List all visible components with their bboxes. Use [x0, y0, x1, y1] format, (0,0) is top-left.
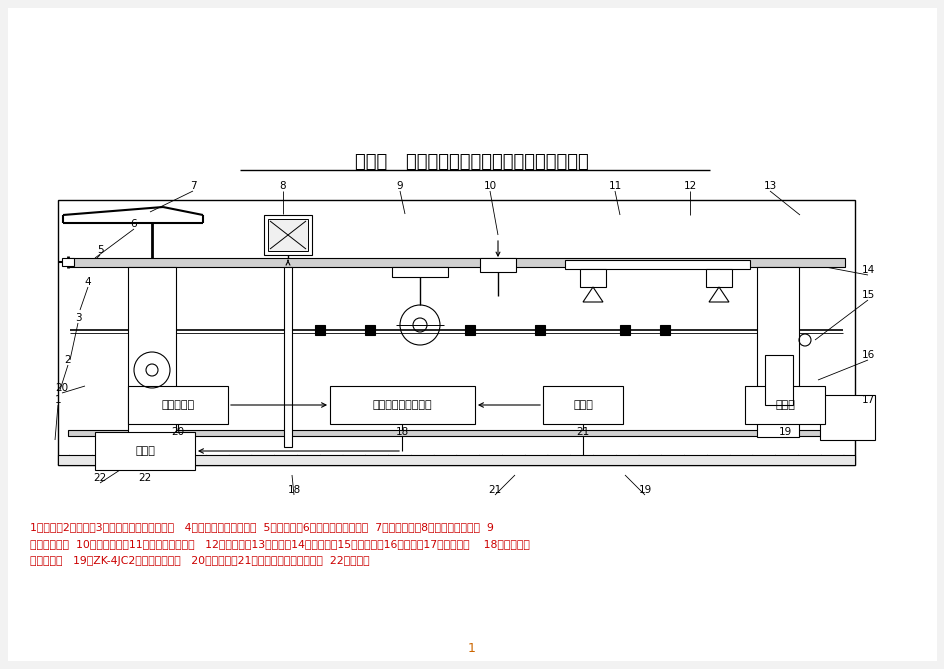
Text: 19: 19: [778, 427, 791, 437]
Text: 1: 1: [55, 395, 61, 405]
Bar: [565, 260, 750, 269]
Bar: [314, 325, 325, 335]
Bar: [58, 455, 854, 465]
Bar: [819, 395, 874, 440]
Bar: [580, 269, 605, 287]
Bar: [534, 325, 545, 335]
Text: －电机压板；  10－偏心电机；11－加速度传感器；   12－简支梁；13－活锻；14－悬臂梁；15－圆支柱；16－质量；17－调压器；    18－电动式数: －电机压板； 10－偏心电机；11－加速度传感器； 12－简支梁；13－活锻；1…: [30, 539, 530, 549]
Text: 打印机: 打印机: [135, 446, 155, 456]
Text: 18: 18: [287, 485, 300, 495]
Text: 20: 20: [171, 427, 184, 437]
Text: 21: 21: [488, 485, 501, 495]
Text: 5: 5: [96, 245, 103, 255]
Bar: [705, 269, 732, 287]
Bar: [464, 325, 475, 335]
Bar: [744, 386, 824, 424]
Bar: [263, 215, 312, 255]
Text: 16: 16: [861, 350, 874, 360]
Text: 3: 3: [75, 313, 81, 323]
Text: 13: 13: [763, 181, 776, 191]
Text: 调节器: 调节器: [774, 400, 794, 410]
Bar: [127, 267, 176, 452]
Text: 1: 1: [467, 642, 476, 654]
Text: 21: 21: [576, 427, 589, 437]
Text: 9: 9: [396, 181, 403, 191]
Text: 计算机及虚拟仪器库: 计算机及虚拟仪器库: [372, 400, 431, 410]
Bar: [619, 325, 630, 335]
Text: 12: 12: [683, 181, 696, 191]
Bar: [95, 432, 194, 470]
Bar: [543, 386, 622, 424]
Text: 1－底座；2－支座；3－二（三）自由度系统；   4－薄壁圆板支承螺杆；  5－固定枝；6－非接触式数振器；  7－薄壁圆板；8－电动式激振器；  9: 1－底座；2－支座；3－二（三）自由度系统； 4－薄壁圆板支承螺杆； 5－固定枝…: [30, 522, 494, 532]
Text: 11: 11: [608, 181, 621, 191]
Bar: [480, 258, 515, 272]
Text: 6: 6: [130, 219, 137, 229]
Bar: [62, 258, 74, 266]
Bar: [68, 258, 844, 267]
Bar: [329, 386, 475, 424]
Text: 8: 8: [279, 181, 286, 191]
Bar: [756, 267, 799, 437]
Text: 2: 2: [64, 355, 71, 365]
Text: 振器支座；   19－ZK-4JC2型数振测振仪；   20－信号源；21－计算机及虚似仪器库；  22－打印机: 振器支座； 19－ZK-4JC2型数振测振仪； 20－信号源；21－计算机及虚似…: [30, 556, 369, 566]
Bar: [765, 355, 792, 405]
Text: 18: 18: [395, 427, 408, 437]
Text: 14: 14: [861, 265, 874, 275]
Text: 测振仪: 测振仪: [572, 400, 592, 410]
Text: 17: 17: [861, 395, 874, 405]
Text: 4: 4: [85, 277, 92, 287]
Bar: [659, 325, 669, 335]
Text: 19: 19: [638, 485, 651, 495]
Text: 10: 10: [483, 181, 496, 191]
Text: 7: 7: [190, 181, 196, 191]
Text: 22: 22: [93, 473, 107, 483]
Bar: [127, 386, 228, 424]
Bar: [392, 267, 447, 277]
Bar: [268, 219, 308, 251]
Bar: [364, 325, 375, 335]
Text: 15: 15: [861, 290, 874, 300]
Bar: [284, 267, 292, 447]
Bar: [58, 200, 854, 465]
Bar: [68, 430, 844, 436]
Text: 22: 22: [138, 473, 151, 483]
Text: 实验一   振动测试系统组成及基本仪器使用方法: 实验一 振动测试系统组成及基本仪器使用方法: [355, 153, 588, 171]
Text: 激振信号源: 激振信号源: [161, 400, 194, 410]
Text: 20: 20: [56, 383, 69, 393]
